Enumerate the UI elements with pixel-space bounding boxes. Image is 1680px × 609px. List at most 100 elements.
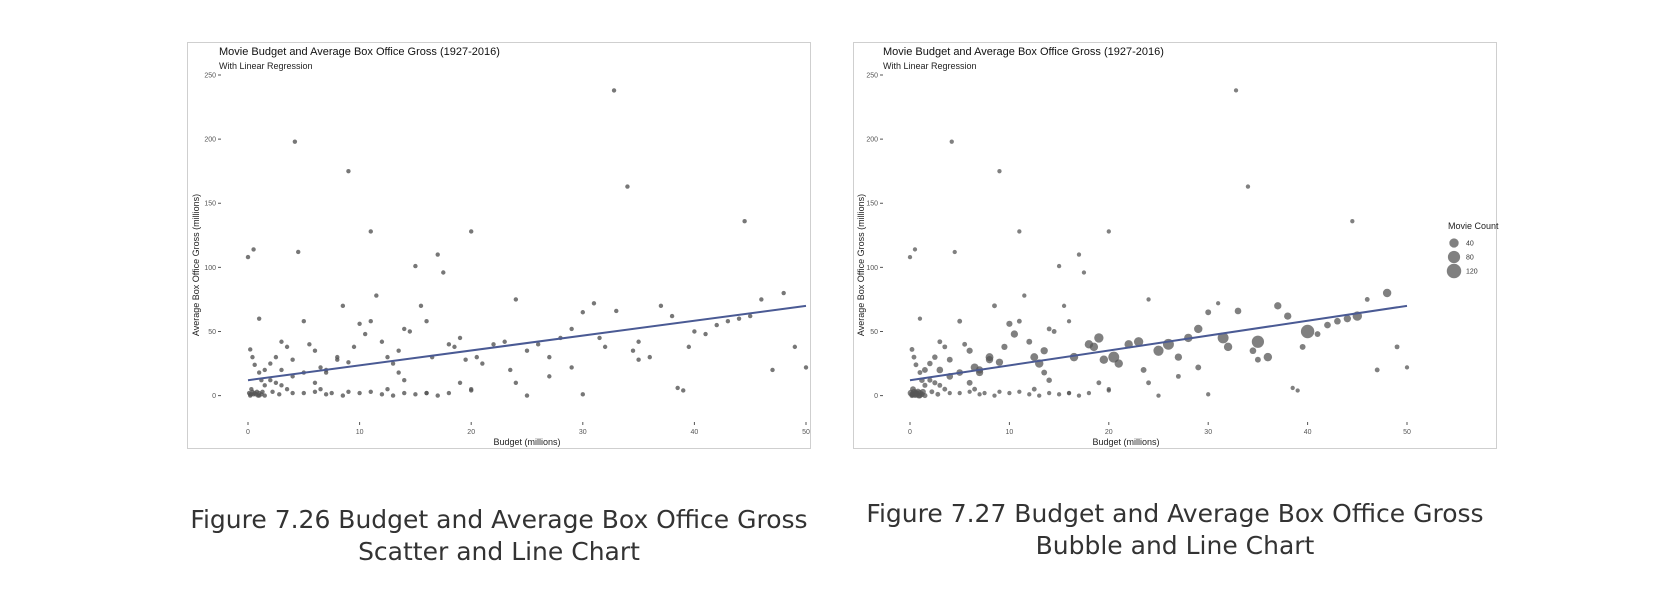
scatter-point [374, 293, 379, 298]
bubble-point [1114, 359, 1123, 368]
scatter-point [781, 290, 786, 296]
scatter-point [379, 339, 385, 344]
scatter-point [262, 383, 267, 388]
scatter-point [636, 357, 641, 362]
size-legend-title: Movie Count [1448, 221, 1499, 231]
bubble-point [927, 377, 933, 383]
scatter-point [290, 390, 295, 396]
bubble-point [1249, 347, 1257, 355]
bubble-point [1374, 367, 1380, 373]
bubble-chart-panel: Movie Budget and Average Box Office Gros… [853, 42, 1499, 449]
bubble-point [1086, 390, 1092, 396]
bubble-point [1215, 301, 1221, 306]
bubble-point [1031, 386, 1037, 392]
x-tick-label: 40 [1304, 429, 1312, 436]
scatter-point [480, 361, 485, 366]
bubble-point [942, 344, 948, 350]
bubble-point [1300, 324, 1315, 339]
bubble-point [1030, 353, 1039, 362]
scatter-point [703, 331, 708, 337]
bubble-point [1007, 390, 1012, 396]
bubble-point [1133, 337, 1144, 347]
scatter-point [435, 393, 440, 398]
scatter-point [273, 354, 279, 360]
y-tick-label: 250 [866, 73, 878, 80]
bubble-point [1076, 393, 1082, 398]
scatter-point [368, 389, 373, 394]
bubble-point [1026, 338, 1033, 345]
bubble-point [1108, 351, 1120, 363]
scatter-point [307, 342, 312, 347]
scatter-point [346, 360, 351, 365]
bubble-point [1254, 356, 1261, 363]
bubble-point [917, 370, 923, 375]
bubble-point [935, 391, 941, 397]
bubble-point [942, 386, 948, 392]
scatter-point [340, 303, 346, 309]
scatter-point [675, 385, 680, 391]
bubble-point [1041, 369, 1048, 376]
bubble-point [995, 358, 1004, 366]
scatter-point [340, 393, 346, 398]
scatter-point [513, 380, 519, 385]
x-tick-label: 30 [579, 429, 587, 436]
bubble-point [957, 390, 962, 396]
regression-line [247, 304, 807, 382]
chart-subtitle: With Linear Regression [883, 61, 977, 71]
bubble-point [1066, 319, 1072, 324]
scatter-point [591, 301, 597, 306]
scatter-point [424, 390, 429, 396]
bubble-point [1343, 315, 1352, 323]
scatter-point [256, 370, 262, 375]
scatter-point [625, 184, 630, 189]
scatter-point [441, 270, 446, 275]
scatter-point [357, 390, 362, 396]
bubble-point [909, 391, 915, 398]
scatter-point [277, 392, 282, 397]
scatter-point [279, 383, 284, 388]
scatter-point [346, 389, 351, 394]
scatter-point [469, 386, 474, 392]
scatter-point [318, 386, 323, 392]
size-legend-label: 120 [1466, 269, 1478, 276]
scatter-point [252, 362, 257, 368]
bubble-point [1174, 353, 1183, 361]
bubble-point [1046, 377, 1052, 383]
chart-title: Movie Budget and Average Box Office Gros… [883, 46, 1164, 58]
bubble-point [1099, 355, 1109, 364]
bubble-point [977, 392, 982, 397]
scatter-point [636, 339, 641, 344]
scatter-point [390, 361, 396, 366]
scatter-point [290, 357, 295, 362]
bubble-point [1223, 342, 1233, 352]
bubble-point [949, 139, 954, 144]
scatter-point [446, 342, 452, 347]
bubble-point [911, 354, 917, 360]
data-points [245, 88, 809, 398]
scatter-point [457, 380, 463, 385]
scatter-point [602, 344, 608, 350]
bubble-point [1017, 389, 1022, 394]
y-tick-label: 100 [204, 265, 216, 272]
scatter-point [597, 335, 602, 341]
bubble-point [1047, 390, 1052, 396]
bubble-point [1096, 380, 1102, 386]
scatter-point [390, 393, 396, 398]
bubble-point [1295, 388, 1300, 393]
scatter-point [547, 374, 552, 379]
scatter-point [692, 329, 697, 334]
scatter-point [569, 326, 574, 332]
bubble-point [1076, 252, 1082, 257]
x-tick-label: 10 [356, 429, 364, 436]
bubble-point [972, 386, 978, 392]
bubble-point [1094, 333, 1104, 343]
scatter-point [284, 386, 290, 392]
bubble-chart: Movie Budget and Average Box Office Gros… [856, 46, 1499, 447]
scatter-point [253, 392, 259, 397]
scatter-point [413, 263, 418, 269]
x-tick-label: 10 [1006, 429, 1014, 436]
y-tick-label: 150 [866, 201, 878, 208]
scatter-point [251, 247, 256, 252]
scatter-point [248, 347, 253, 352]
scatter-point [262, 367, 267, 373]
